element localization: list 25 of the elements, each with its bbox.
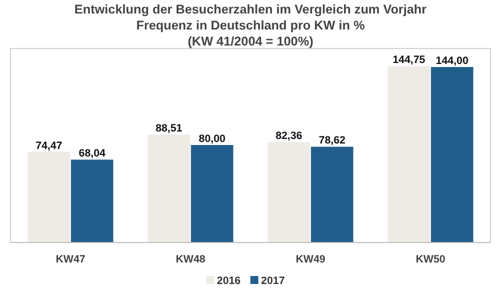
- x-tick-label: KW49: [296, 254, 326, 266]
- bar: [388, 66, 430, 242]
- legend-label: 2016: [216, 275, 241, 287]
- x-tick-label: KW50: [416, 254, 446, 266]
- data-label: 82,36: [276, 130, 302, 142]
- chart-subtitle: Frequenz in Deutschland pro KW in %: [136, 18, 365, 32]
- x-tick-label: KW48: [176, 254, 206, 266]
- x-tick-label: KW47: [56, 254, 86, 266]
- bar: [268, 142, 310, 242]
- bar: [190, 145, 234, 242]
- bar: [70, 160, 114, 242]
- chart-title: Entwicklung der Besucherzahlen im Vergleich zum Vorjahr: [74, 2, 427, 16]
- bar: [148, 134, 190, 242]
- bar: [430, 67, 474, 242]
- data-label: 68,04: [78, 148, 106, 160]
- bar: [310, 146, 354, 242]
- data-label: 144,00: [436, 55, 468, 68]
- legend-label: 2017: [261, 275, 285, 287]
- data-label: 78,62: [318, 134, 346, 147]
- text: (KW 41/2004 = 100%): [188, 34, 314, 48]
- data-label: 88,51: [156, 122, 182, 135]
- bar: [28, 152, 70, 242]
- data-label: 144,75: [392, 54, 426, 66]
- data-label: 74,47: [36, 140, 62, 152]
- data-label: 80,00: [198, 133, 226, 146]
